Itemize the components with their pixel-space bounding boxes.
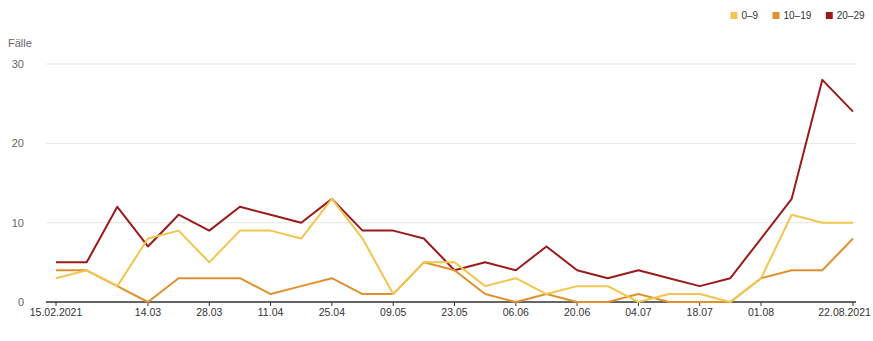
series-line: [56, 80, 853, 286]
legend-label: 10–19: [784, 10, 812, 21]
legend-swatch: [826, 12, 833, 19]
x-tick-label: 04.07: [625, 306, 651, 318]
x-tick-label: 20.06: [564, 306, 590, 318]
x-tick-label: 06.06: [503, 306, 529, 318]
y-tick-label: 0: [18, 296, 24, 308]
x-tick-label: 01.08: [748, 306, 774, 318]
legend-swatch: [773, 12, 780, 19]
legend-label: 0–9: [741, 10, 758, 21]
series-line: [56, 199, 853, 302]
x-tick-label: 25.04: [319, 306, 345, 318]
y-tick-label: 10: [12, 217, 24, 229]
series-line: [56, 239, 853, 302]
x-tick-label: 22.08.2021: [818, 306, 871, 318]
x-tick-label: 11.04: [258, 306, 284, 318]
x-tick-label: 23.05: [441, 306, 467, 318]
grid-line: [46, 302, 856, 303]
lines: [56, 80, 853, 302]
y-tick-label: 30: [12, 58, 24, 70]
x-tick-label: 18.07: [687, 306, 713, 318]
x-tick-label: 14.03: [135, 306, 161, 318]
grid-line: [46, 143, 856, 144]
legend-swatch: [730, 12, 737, 19]
legend: 0–9 10–19 20–29: [730, 10, 865, 21]
x-tick-label: 28.03: [196, 306, 222, 318]
grid-line: [46, 222, 856, 223]
chart: 0 10 20 30 Fälle 15.02.2021 14.03 28.03 11.04 25.…: [0, 0, 873, 341]
legend-label: 20–29: [837, 10, 865, 21]
y-axis-label: Fälle: [8, 37, 32, 49]
x-tick-label: 09.05: [380, 306, 406, 318]
x-axis: [46, 302, 856, 303]
grid-line: [46, 64, 856, 65]
x-tick-label: 15.02.2021: [30, 306, 83, 318]
y-tick-label: 20: [12, 137, 24, 149]
